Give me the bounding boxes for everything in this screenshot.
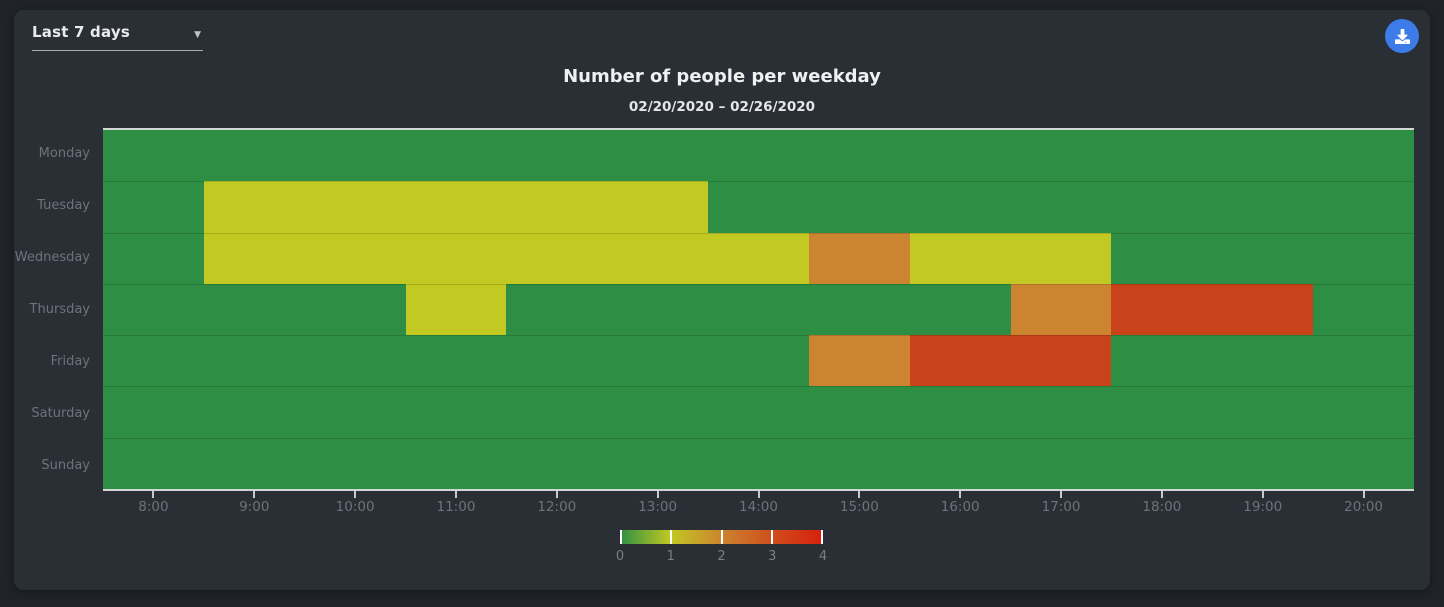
legend-tick: [669, 530, 672, 544]
x-axis-label: 18:00: [1142, 499, 1182, 515]
x-axis-tick: [555, 491, 558, 498]
legend-label: 4: [818, 549, 828, 564]
heatmap-segment[interactable]: [203, 181, 709, 233]
x-axis-label: 12:00: [537, 499, 577, 515]
chart-title: Number of people per weekday: [563, 66, 881, 87]
x-axis-tick: [959, 491, 962, 498]
row-separator: [103, 437, 1414, 439]
x-axis-label: 19:00: [1243, 499, 1283, 515]
y-axis-labels: Monday Tuesday Wednesday Thursday Friday Satu…: [0, 128, 90, 491]
heatmap-row-monday: [103, 130, 1414, 182]
x-axis-tick: [1060, 491, 1063, 498]
chart-subtitle: 02/20/2020 – 02/26/2020: [628, 99, 816, 115]
heatmap-segment[interactable]: [203, 232, 809, 284]
legend-tick: [771, 530, 774, 544]
legend-tick: [620, 530, 622, 544]
heatmap-row-saturday: [103, 386, 1414, 438]
heatmap-row-wednesday: [103, 232, 1414, 284]
x-axis-tick: [152, 491, 155, 498]
x-axis-tick: [1261, 491, 1264, 498]
heatmap-plot: [103, 128, 1414, 491]
y-axis-label-tuesday: Tuesday: [37, 198, 90, 214]
x-axis-label: 11:00: [436, 499, 476, 515]
legend-gradient-bar: [620, 530, 823, 544]
x-axis-label: 16:00: [940, 499, 980, 515]
heatmap-segment[interactable]: [1111, 283, 1314, 336]
x-axis-label: 8:00: [138, 499, 169, 515]
heatmap-row-sunday: [103, 437, 1414, 489]
y-axis-label-monday: Monday: [38, 146, 90, 162]
x-axis-label: 15:00: [839, 499, 879, 515]
x-axis-tick: [757, 491, 760, 498]
download-icon: [1394, 28, 1410, 44]
x-axis-tick: [656, 491, 659, 498]
y-axis-label-sunday: Sunday: [41, 457, 90, 473]
legend-label: 2: [717, 549, 726, 564]
y-axis-label-wednesday: Wednesday: [14, 250, 90, 266]
x-axis-tick: [253, 491, 256, 498]
heatmap-row-friday: [103, 335, 1414, 387]
legend-label: 1: [666, 549, 675, 564]
x-axis: 8:00 9:00 10:00 11:00 12:00 13:00 14:00 15:00 16…: [103, 491, 1414, 521]
date-range-value: Last 7 days: [32, 23, 130, 41]
y-axis-label-saturday: Saturday: [31, 405, 90, 421]
heatmap-segment[interactable]: [909, 232, 1112, 284]
y-axis-label-friday: Friday: [50, 353, 90, 369]
x-axis-label: 20:00: [1344, 499, 1384, 515]
legend-labels: 0 1 2 3 4: [616, 549, 827, 567]
x-axis-tick: [454, 491, 457, 498]
heatmap-segment[interactable]: [808, 335, 910, 387]
heatmap-segment[interactable]: [909, 335, 1112, 387]
x-axis-tick: [354, 491, 357, 498]
legend-label: 3: [768, 549, 777, 564]
x-axis-tick: [1160, 491, 1163, 498]
heatmap-row-tuesday: [103, 181, 1414, 233]
legend-tick: [821, 530, 823, 544]
x-axis-tick: [858, 491, 861, 498]
x-axis-label: 14:00: [739, 499, 778, 515]
x-axis-label: 9:00: [239, 499, 270, 515]
x-axis-label: 17:00: [1041, 499, 1081, 515]
row-separator: [103, 181, 1414, 183]
row-separator: [103, 335, 1414, 337]
legend-label: 0: [615, 549, 625, 564]
x-axis-label: 13:00: [638, 499, 678, 515]
heatmap-segment[interactable]: [808, 232, 910, 284]
chevron-down-icon: ▼: [194, 30, 201, 40]
heatmap-segment[interactable]: [1010, 283, 1112, 336]
date-range-dropdown[interactable]: Last 7 days ▼: [32, 22, 203, 51]
x-axis-label: 10:00: [335, 499, 375, 515]
y-axis-label-thursday: Thursday: [29, 301, 90, 317]
row-separator: [103, 283, 1414, 285]
heatmap-segment[interactable]: [405, 283, 507, 336]
download-button[interactable]: [1385, 19, 1419, 53]
legend-tick: [720, 530, 723, 544]
x-axis-tick: [1362, 491, 1365, 498]
row-separator: [103, 386, 1414, 388]
heatmap-row-thursday: [103, 283, 1414, 336]
row-separator: [103, 232, 1414, 234]
